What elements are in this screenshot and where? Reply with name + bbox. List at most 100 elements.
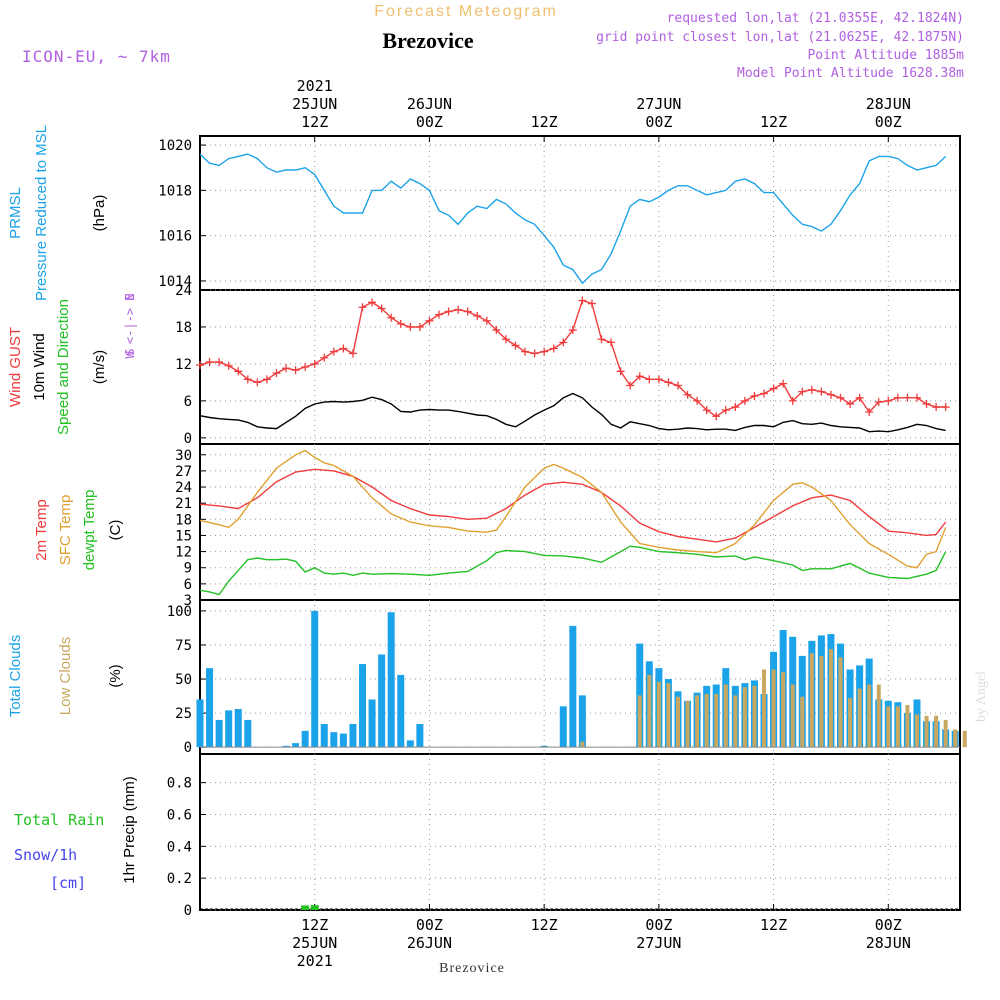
gust-marker (903, 393, 912, 402)
low-clouds-bar (742, 687, 747, 748)
wind-unit: (m/s) (91, 350, 108, 384)
total-clouds-bar (569, 625, 577, 748)
low-clouds-bar (943, 719, 948, 748)
total-clouds-bar (244, 719, 252, 748)
y-tick-label: 9 (184, 561, 192, 577)
total-clouds-bar (301, 730, 309, 748)
low-clouds-bar (695, 695, 700, 748)
total-clouds-bar (215, 719, 223, 748)
total-clouds-bar (206, 668, 214, 748)
gust-marker (262, 375, 271, 384)
gust-marker (760, 389, 769, 398)
x-tick-label-bottom: 12Z (531, 916, 558, 934)
gust-marker (234, 367, 243, 376)
gust-marker (473, 311, 482, 320)
wind-label: 10m Wind (31, 333, 48, 401)
low-clouds-bar (704, 694, 709, 748)
gust-marker (291, 366, 300, 375)
gust-marker (501, 335, 510, 344)
low-clouds-bar (886, 706, 891, 748)
panel-frame (199, 289, 961, 445)
total-clouds-bar (320, 724, 328, 748)
gust-marker (492, 326, 501, 335)
low-clouds-bar (752, 685, 757, 748)
gust-marker (912, 393, 921, 402)
gust-marker (348, 349, 357, 358)
gust-marker (406, 322, 415, 331)
gust-marker (521, 347, 530, 356)
low-clouds-bar (962, 730, 967, 748)
gust-marker (664, 378, 673, 387)
x-tick-label-top: 12Z (531, 113, 558, 131)
x-tick-label-top: 12Z (760, 113, 787, 131)
x-tick-label-top: 00Z (645, 113, 672, 131)
low-clouds-bar (723, 684, 728, 748)
gust-marker (616, 367, 625, 376)
gust-marker (702, 406, 711, 415)
y-tick-label: 12 (175, 545, 192, 561)
gust-label: Wind GUST (7, 327, 24, 407)
total-clouds-bar (330, 732, 338, 748)
sfc-temp-label: SFC Temp (57, 495, 74, 566)
panel-frame (199, 753, 961, 911)
total-clouds-bar (349, 724, 357, 748)
gust-marker (626, 381, 635, 390)
low-clouds-bar (895, 706, 900, 748)
gust-marker (712, 412, 721, 421)
gust-marker (893, 393, 902, 402)
gust-marker (224, 361, 233, 370)
gust-marker (807, 385, 816, 394)
y-tick-label: 18 (175, 320, 192, 336)
low-clouds-bar (857, 688, 862, 748)
x-tick-label-bottom: 12Z (301, 916, 328, 934)
gust-marker (884, 396, 893, 405)
total-clouds-bar (416, 724, 424, 748)
y-tick-label: 0 (184, 431, 192, 447)
gust-marker (339, 344, 348, 353)
gust-marker (673, 381, 682, 390)
gust-line (199, 299, 946, 418)
low-clouds-bar (656, 681, 661, 748)
low-clouds-bar (714, 694, 719, 748)
low-clouds-bar (800, 696, 805, 748)
gust-marker (817, 387, 826, 396)
gust-marker (721, 406, 730, 415)
rain-legend: Total Rain (14, 811, 104, 829)
gust-marker (368, 298, 377, 307)
low-clouds-bar (867, 684, 872, 748)
y-tick-label: 0.8 (167, 776, 192, 792)
snow-unit-legend: [cm] (50, 874, 86, 892)
low-clouds-bar (762, 669, 767, 748)
y-tick-label: 50 (175, 672, 192, 688)
gust-marker (434, 310, 443, 319)
y-tick-label: 12 (175, 357, 192, 373)
gust-marker (769, 384, 778, 393)
gust-marker (463, 307, 472, 316)
y-tick-label: 27 (175, 464, 192, 480)
low-clouds-bar (580, 741, 585, 748)
info-point-altitude: Point Altitude 1885m (807, 48, 964, 63)
footer-location: Brezovice (439, 961, 505, 976)
gust-marker (454, 305, 463, 314)
gust-marker (396, 319, 405, 328)
gust-marker (922, 399, 931, 408)
x-tick-label-bottom: 26JUN (407, 934, 452, 952)
total-clouds-bar (311, 610, 319, 748)
gust-marker (779, 379, 788, 388)
low-clouds-bar (666, 683, 671, 748)
gust-marker (836, 393, 845, 402)
total-clouds-bar (559, 706, 567, 748)
y-tick-label: 18 (175, 512, 192, 528)
low-clouds-bar (675, 696, 680, 748)
gust-marker (683, 390, 692, 399)
total-clouds-bar (540, 745, 548, 748)
gust-marker (568, 326, 577, 335)
low-clouds-bar (647, 674, 652, 748)
y-tick-label: 25 (175, 706, 192, 722)
y-tick-label: 1020 (158, 138, 192, 154)
total-clouds-bar (196, 699, 204, 748)
gust-marker (826, 390, 835, 399)
x-tick-label-bottom: 25JUN (292, 934, 337, 952)
precip-label: 1hr Precip (mm) (121, 776, 138, 884)
